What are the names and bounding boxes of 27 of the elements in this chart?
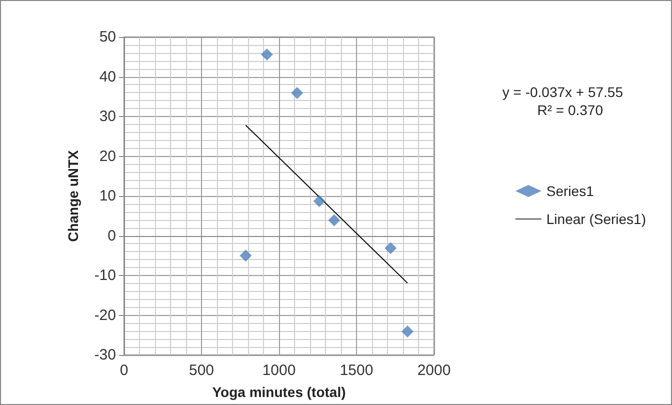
point xyxy=(240,250,252,262)
y-tick-label: 50 xyxy=(99,28,116,46)
point xyxy=(313,195,326,208)
y-tick-label: -30 xyxy=(94,346,116,364)
point xyxy=(260,48,273,60)
x-tick-label: 500 xyxy=(188,362,214,379)
y-tick-label: 20 xyxy=(99,148,116,165)
x-tick-label: 1500 xyxy=(340,362,374,379)
y-tick-label: -10 xyxy=(94,267,116,284)
point xyxy=(328,214,340,226)
x-axis-title: Yoga minutes (total) xyxy=(212,384,346,400)
point xyxy=(291,87,304,100)
text: y = -0.037x + 57.55 xyxy=(502,84,624,100)
y-tick-label: -20 xyxy=(94,306,116,324)
point xyxy=(401,326,414,338)
x-tick-label: 2000 xyxy=(417,362,451,379)
y-tick-label: 0 xyxy=(108,227,116,244)
y-axis-title: Change uNTX xyxy=(65,149,81,242)
legend-label: Linear (Series1) xyxy=(546,211,646,227)
x-tick-label: 1000 xyxy=(262,362,296,379)
text: R² = 0.370 xyxy=(537,102,604,118)
x-tick-label: 0 xyxy=(120,362,128,379)
y-tick-label: 10 xyxy=(99,188,116,204)
legend-label: Series1 xyxy=(546,183,594,199)
point xyxy=(384,242,397,254)
y-tick-label: 40 xyxy=(99,68,116,86)
y-tick-label: 30 xyxy=(99,108,116,125)
